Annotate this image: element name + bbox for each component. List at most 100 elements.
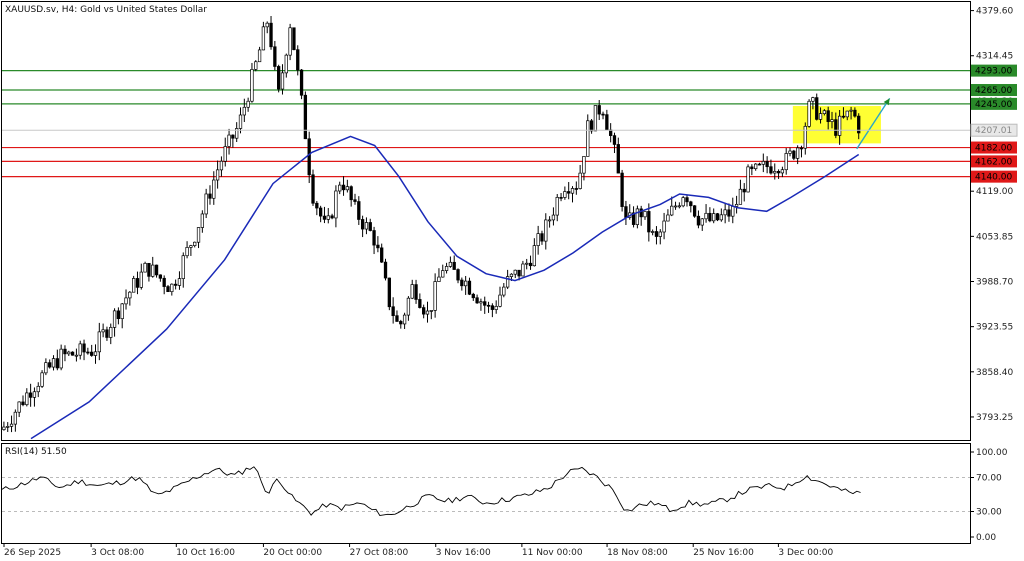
candle-body [231,134,235,139]
candle-body [200,213,204,228]
candle-body [112,310,117,328]
time-tick-label: 20 Oct 00:00 [263,548,322,558]
price-tick-label: 3793.25 [976,413,1013,423]
candle-body [704,212,708,220]
rsi-title: RSI(14) 51.50 [5,447,67,457]
candle-body [647,211,651,233]
resistance-level-label: 4265.00 [975,86,1012,96]
rsi-tick-label: 0.00 [976,533,996,543]
candle-body [517,269,521,277]
candle-body [254,61,258,70]
rsi-axis: 100.00 70.00 30.00 0.00 [970,448,1008,543]
candle-body [650,231,655,233]
candle-body [341,184,346,191]
candle-body [246,100,250,108]
candle-body [299,69,304,96]
candle-body [528,262,533,267]
resistance-level-box [971,97,1017,110]
candle-body [311,174,315,204]
candle-body [334,190,338,219]
candle-body [505,276,510,288]
candle-body [32,391,37,398]
candle-body [475,297,479,304]
support-level-box [971,141,1017,154]
candle-body [17,401,21,413]
support-level-label: 4182.00 [975,144,1012,154]
support-level-label: 4140.00 [975,173,1012,183]
candle-body [170,283,174,293]
candle-body [494,305,498,310]
candle-body [460,279,464,287]
candle-body [601,113,605,116]
candle-body [307,138,311,176]
candle-body [284,54,288,74]
candle-body [93,351,98,356]
rsi-tick-label: 30.00 [976,508,1002,518]
price-tick-label: 4119.00 [976,187,1013,197]
candle-body [63,348,67,355]
candle-body [44,362,48,374]
candle-body [727,209,731,217]
candle-body [841,115,846,118]
candle-body [36,385,40,393]
candle-body [723,209,727,216]
level-lines-layer [2,70,970,178]
candle-body [70,351,75,356]
candle-body [635,208,640,225]
rsi-line [1,466,861,516]
candle-body [738,188,743,205]
candle-body [670,205,674,216]
candle-body [124,297,128,305]
candle-body [620,172,624,207]
candle-body [555,197,559,216]
candle-body [410,284,414,299]
candle-body [746,166,750,193]
chart-title: XAUUSD.sv, H4: Gold vs United States Dol… [5,5,207,15]
support-level-box [971,170,1017,183]
candle-body [532,245,536,267]
candle-body [559,197,563,199]
candle-body [673,205,678,208]
candle-body [212,179,216,199]
time-tick-label: 27 Oct 08:00 [350,548,409,558]
candle-body [101,329,105,333]
candle-body [425,310,430,315]
candle-body [822,110,827,115]
candle-body [536,233,540,246]
candle-body [780,169,785,174]
candle-body [586,120,590,157]
candle-body [444,266,449,271]
candle-body [547,219,552,222]
candle-body [731,206,735,217]
candle-body [830,119,834,122]
candle-body [40,372,44,387]
candle-body [464,280,468,287]
candle-body [544,219,548,242]
candle-body [338,184,342,192]
candle-body [502,286,506,296]
candle-body [784,153,788,171]
candle-body [82,343,86,353]
candle-body [567,191,571,194]
candle-body [792,150,796,159]
candle-body [666,214,670,222]
time-tick-label: 26 Sep 2025 [4,548,61,558]
candle-body [315,202,319,209]
candle-body [429,310,433,312]
candle-body [433,281,437,311]
candle-body [105,329,109,338]
resistance-level-box [971,64,1017,77]
candle-body [578,172,582,189]
candle-body [761,161,765,165]
candle-body [13,411,18,425]
candle-body [353,199,357,202]
moving-average-line [30,135,860,440]
candle-body [116,310,121,320]
candle-body [387,277,391,308]
candle-body [59,348,63,369]
candle-body [597,105,601,115]
candle-body [128,291,132,299]
candle-body [479,301,483,304]
candle-body [643,211,647,218]
rsi-tick-label: 70.00 [976,474,1002,484]
